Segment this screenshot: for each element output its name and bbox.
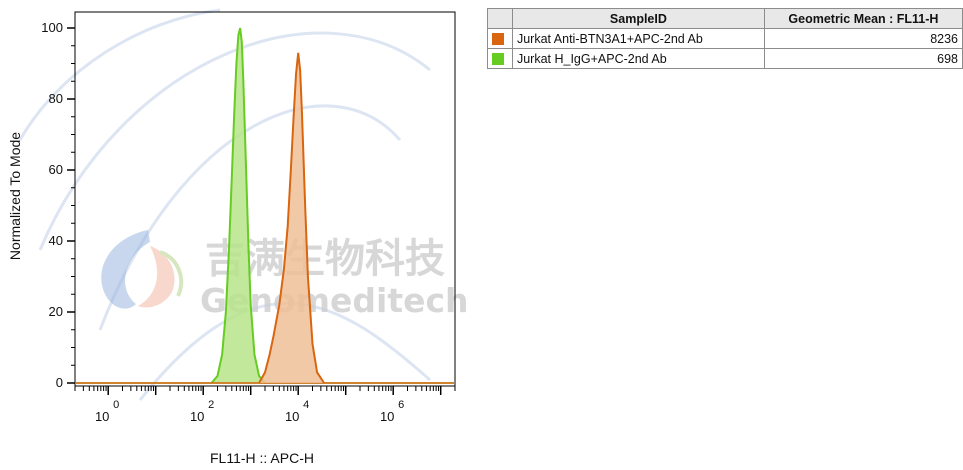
y-tick-label: 60 — [49, 162, 63, 177]
y-axis: 0 20 40 60 80 100 — [41, 20, 75, 390]
y-tick-label: 40 — [49, 233, 63, 248]
series-line — [258, 52, 325, 384]
series-igg — [76, 27, 454, 384]
x-tick-label-base: 10 — [190, 409, 204, 424]
y-tick-label: 100 — [41, 20, 63, 35]
legend-geomean-value: 8236 — [763, 28, 963, 49]
series-anti-btn3a1 — [76, 52, 454, 384]
legend-header-sampleid: SampleID — [511, 8, 765, 29]
x-tick-label-exponent: 0 — [113, 399, 119, 411]
watermark-logo — [101, 230, 184, 309]
series-area — [211, 28, 265, 383]
legend-header-swatch — [487, 8, 513, 29]
y-tick-label: 0 — [56, 375, 63, 390]
legend-header-geomean: Geometric Mean : FL11-H — [763, 8, 963, 29]
x-tick-label-exponent: 4 — [303, 399, 309, 411]
x-tick-label-exponent: 6 — [398, 399, 404, 411]
legend-swatch — [492, 52, 504, 65]
legend-geomean-value: 698 — [763, 48, 963, 69]
legend-table: SampleID Geometric Mean : FL11-H Jurkat … — [487, 8, 963, 69]
legend-header-row: SampleID Geometric Mean : FL11-H — [487, 8, 963, 29]
x-tick-label-exponent: 2 — [208, 399, 214, 411]
x-tick-label-base: 10 — [285, 409, 299, 424]
y-tick-label: 20 — [49, 304, 63, 319]
x-tick-label-base: 10 — [380, 409, 394, 424]
legend-row[interactable]: Jurkat H_IgG+APC-2nd Ab 698 — [487, 48, 963, 69]
plot-frame — [74, 11, 456, 387]
legend-row[interactable]: Jurkat Anti-BTN3A1+APC-2nd Ab 8236 — [487, 28, 963, 49]
x-tick-label-base: 10 — [95, 409, 109, 424]
legend-swatch-cell — [487, 48, 513, 69]
y-axis-label: Normalized To Mode — [7, 132, 23, 260]
series-area — [259, 52, 325, 383]
legend-sample-name: Jurkat H_IgG+APC-2nd Ab — [511, 48, 765, 69]
series-layer — [76, 27, 454, 384]
legend-sample-name: Jurkat Anti-BTN3A1+APC-2nd Ab — [511, 28, 765, 49]
y-tick-label: 80 — [49, 91, 63, 106]
x-axis: 10 0 10 2 10 4 10 6 — [74, 386, 456, 424]
series-line — [210, 27, 266, 384]
legend-swatch — [492, 32, 504, 45]
legend-swatch-cell — [487, 28, 513, 49]
x-axis-label: FL11-H :: APC-H — [210, 450, 314, 466]
